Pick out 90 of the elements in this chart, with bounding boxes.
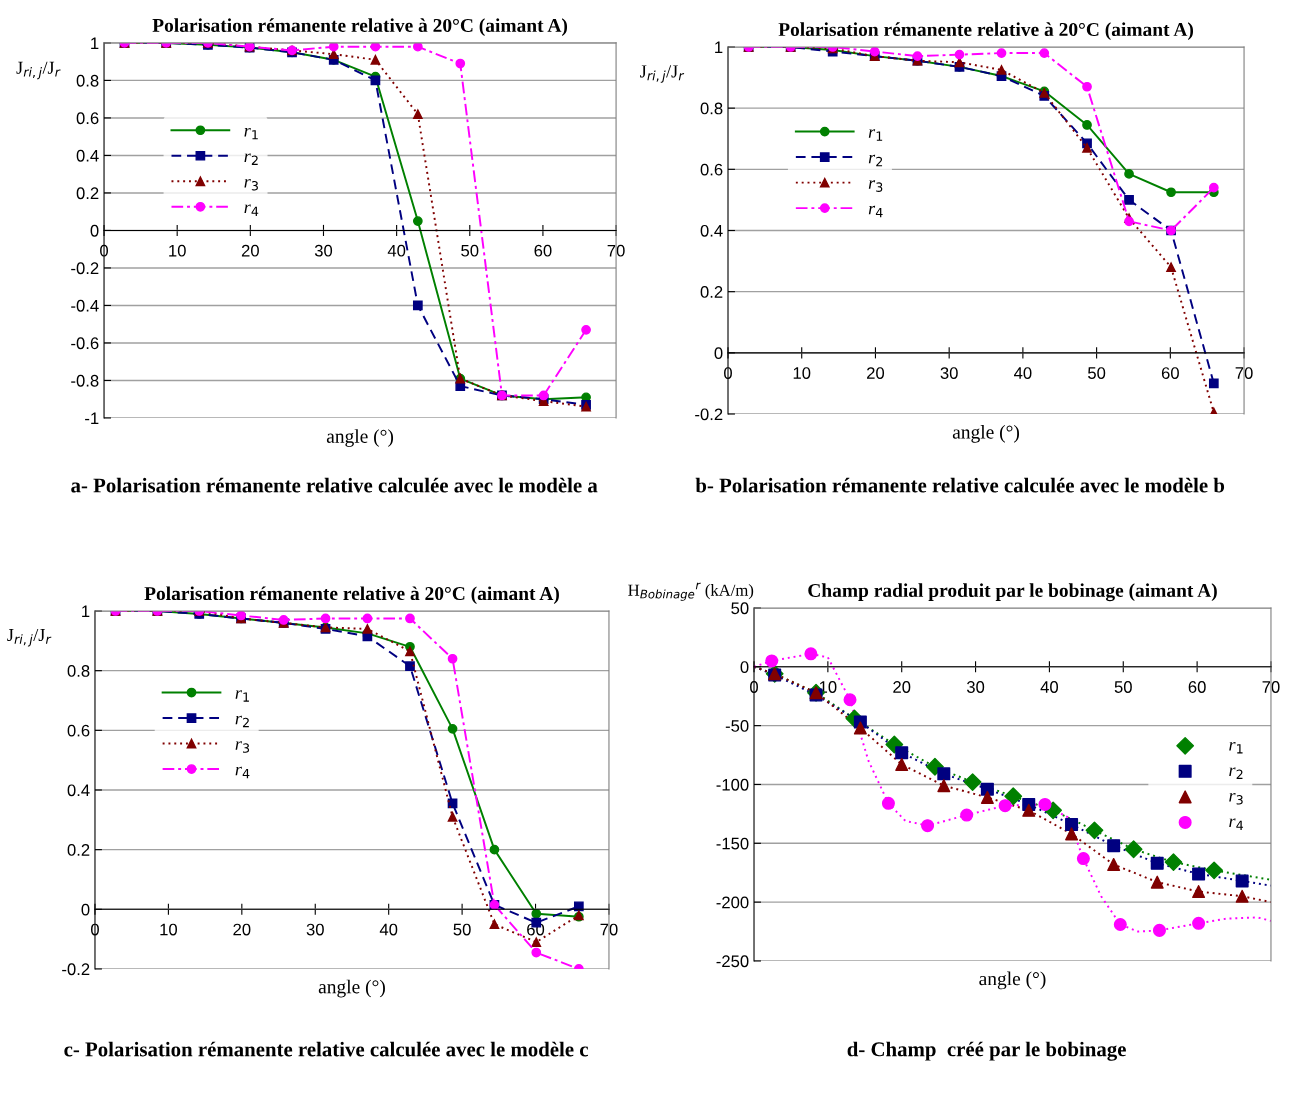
y-axis-title: J$_{ri,j}$/J$_{r}$ bbox=[16, 61, 61, 80]
y-axis-title: J$_{ri,j}$/J$_{r}$ bbox=[7, 628, 52, 647]
y-tick-label: -200 bbox=[716, 896, 749, 909]
legend-label: r$_{4}$ bbox=[1229, 818, 1244, 830]
chart-title: Champ radial produit par le bobinage (aimant A) bbox=[808, 583, 1217, 602]
x-axis-title: angle (°) bbox=[318, 979, 385, 998]
x-tick-label: 60 bbox=[534, 244, 552, 257]
legend-label: r$_{3}$ bbox=[244, 178, 258, 191]
y-tick-label: -100 bbox=[716, 778, 749, 791]
x-tick-label: 10 bbox=[160, 923, 178, 936]
x-tick-label: 20 bbox=[893, 681, 911, 693]
legend-label: r$_{3}$ bbox=[235, 741, 250, 753]
y-tick-label: 1 bbox=[82, 605, 90, 618]
x-tick-label: 50 bbox=[461, 244, 479, 257]
text: b- Polarisation rémanente relative calculée avec le modèle b bbox=[695, 477, 1225, 493]
y-tick-label: 0.6 bbox=[700, 163, 723, 176]
y-tick-label: -0.6 bbox=[71, 337, 99, 350]
y-tick-label: 0.6 bbox=[76, 112, 99, 125]
x-tick-label: 70 bbox=[607, 244, 625, 257]
y-tick-label: 0.4 bbox=[67, 784, 90, 797]
y-axis-title: J$_{ri,j}$/J$_{r}$ bbox=[640, 65, 685, 83]
x-axis-title: angle (°) bbox=[979, 971, 1046, 990]
x-tick-label: 50 bbox=[1088, 367, 1106, 379]
legend-label: r$_{1}$ bbox=[1229, 741, 1243, 754]
chart-title: Polarisation rémanente relative à 20°C (aimant A) bbox=[778, 22, 1194, 41]
legend-label: r$_{1}$ bbox=[244, 127, 258, 140]
x-tick-label: 40 bbox=[1040, 681, 1059, 693]
legend-label: r$_{2}$ bbox=[1229, 767, 1243, 779]
x-tick-label: 10 bbox=[169, 244, 186, 257]
x-tick-label: 50 bbox=[1114, 681, 1132, 693]
y-tick-label: -0.2 bbox=[695, 408, 723, 421]
y-tick-label: -1 bbox=[85, 412, 99, 424]
text: d- Champ créé par le bobinage bbox=[847, 1041, 1126, 1061]
y-tick-label: 0.2 bbox=[76, 187, 99, 200]
legend-label: r$_{2}$ bbox=[868, 154, 883, 167]
x-tick-label: 40 bbox=[387, 244, 406, 257]
x-axis-title: angle (°) bbox=[952, 425, 1020, 443]
x-tick-label: 20 bbox=[241, 244, 259, 257]
y-tick-label: -50 bbox=[725, 720, 749, 732]
y-tick-label: 0 bbox=[740, 661, 749, 673]
y-tick-label: 0 bbox=[714, 347, 723, 360]
chart-title: Polarisation rémanente relative à 20°C (aimant A) bbox=[152, 18, 568, 36]
x-tick-label: 20 bbox=[867, 367, 885, 379]
x-tick-label: 60 bbox=[1188, 681, 1206, 693]
legend-label: r$_{1}$ bbox=[235, 690, 249, 702]
x-axis-title: angle (°) bbox=[326, 429, 394, 447]
y-tick-label: 0.2 bbox=[67, 844, 90, 856]
text: c- Polarisation rémanente relative calculée avec le modèle c bbox=[64, 1041, 589, 1057]
y-tick-label: 0 bbox=[90, 224, 99, 237]
y-tick-label: -150 bbox=[716, 837, 749, 850]
x-tick-label: 70 bbox=[1235, 367, 1253, 379]
y-tick-label: 1 bbox=[715, 41, 723, 54]
y-tick-label: -250 bbox=[716, 955, 749, 968]
x-tick-label: 60 bbox=[1161, 367, 1179, 379]
y-tick-label: 0.8 bbox=[700, 102, 723, 115]
chart-title: Polarisation rémanente relative à 20°C (aimant A) bbox=[144, 586, 559, 605]
x-tick-label: 40 bbox=[379, 923, 398, 936]
x-tick-label: 70 bbox=[1262, 681, 1280, 693]
y-tick-label: 0 bbox=[81, 903, 90, 916]
y-tick-label: 0.4 bbox=[700, 224, 723, 237]
y-tick-label: 0.2 bbox=[700, 286, 723, 298]
legend-label: r$_{3}$ bbox=[1229, 792, 1243, 805]
y-tick-label: -0.2 bbox=[62, 963, 90, 976]
x-tick-label: 20 bbox=[233, 923, 251, 936]
x-tick-label: 30 bbox=[940, 367, 958, 379]
y-tick-label: -0.2 bbox=[71, 262, 99, 275]
legend-label: r$_{4}$ bbox=[868, 205, 883, 218]
x-tick-label: 50 bbox=[453, 923, 471, 936]
x-tick-label: 40 bbox=[1014, 367, 1032, 379]
y-tick-label: 50 bbox=[731, 602, 749, 615]
text: a- Polarisation rémanente relative calculée avec le modèle a bbox=[71, 477, 598, 493]
y-tick-label: -0.4 bbox=[71, 299, 99, 312]
y-tick-label: 1 bbox=[91, 37, 99, 49]
legend-label: r$_{2}$ bbox=[235, 715, 249, 728]
legend-label: r$_{3}$ bbox=[868, 180, 883, 192]
x-tick-label: 30 bbox=[966, 681, 985, 693]
x-tick-label: 70 bbox=[600, 923, 618, 936]
y-tick-label: -0.8 bbox=[71, 374, 99, 387]
x-tick-label: 30 bbox=[314, 244, 333, 257]
legend-label: r$_{4}$ bbox=[244, 204, 259, 216]
y-tick-label: 0.6 bbox=[67, 724, 90, 737]
legend-label: r$_{1}$ bbox=[868, 129, 883, 141]
x-tick-label: 30 bbox=[306, 923, 324, 936]
x-tick-label: 10 bbox=[793, 367, 811, 379]
y-axis-title: H$_{Bobinage}$$^{r}$ (kA/m) bbox=[628, 582, 754, 601]
y-tick-label: 0.8 bbox=[76, 74, 99, 87]
y-tick-label: 0.4 bbox=[76, 149, 99, 162]
legend-label: r$_{4}$ bbox=[235, 766, 250, 779]
legend-label: r$_{2}$ bbox=[244, 153, 258, 165]
y-tick-label: 0.8 bbox=[67, 665, 90, 677]
